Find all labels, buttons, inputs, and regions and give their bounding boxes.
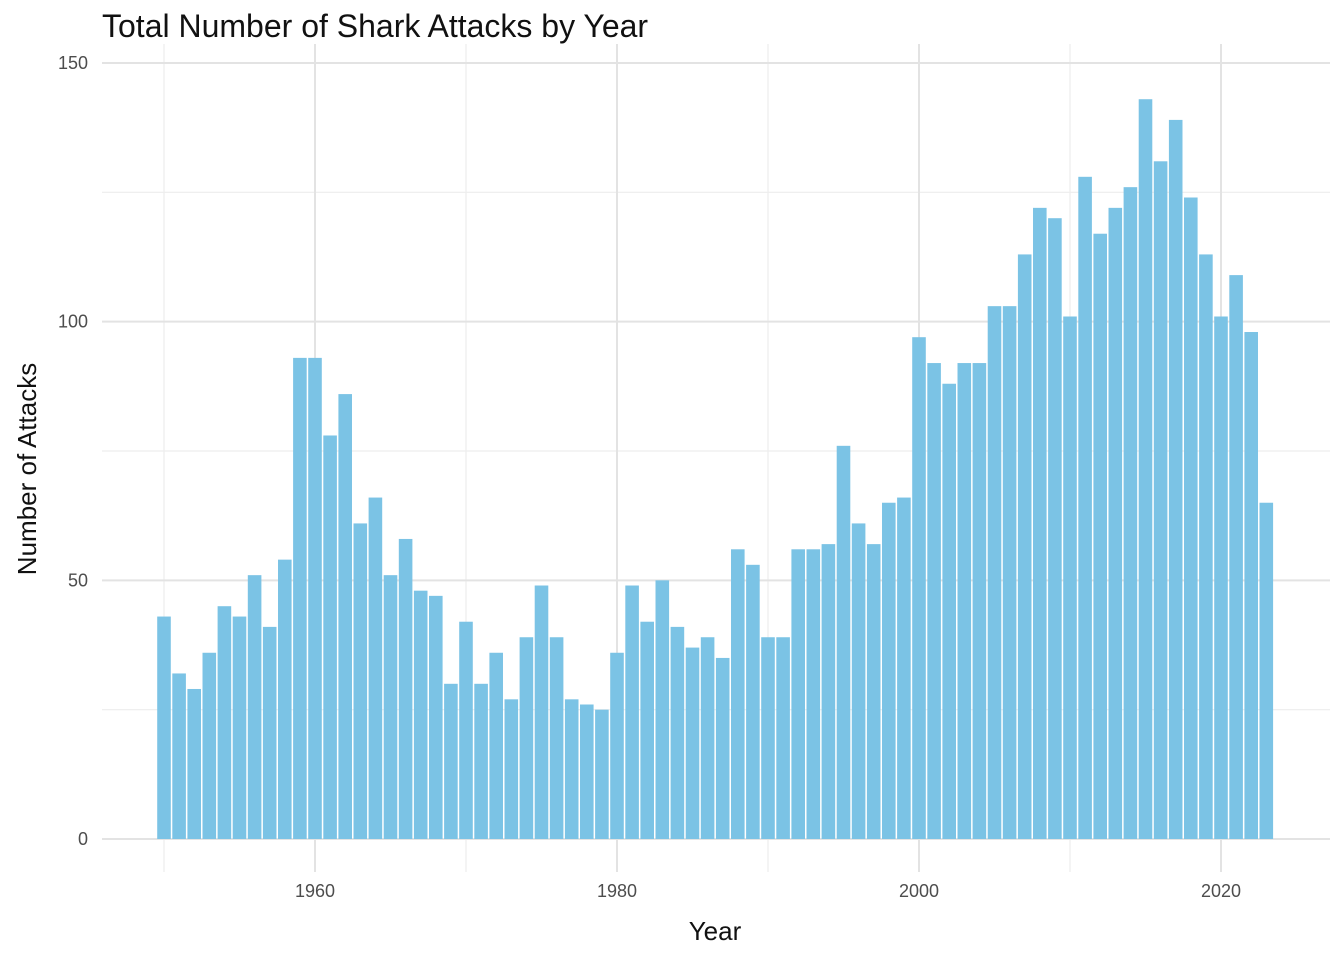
- bar: [413, 590, 428, 839]
- bar: [580, 704, 594, 839]
- bar: [866, 544, 881, 839]
- bar: [504, 699, 519, 839]
- bar: [293, 357, 307, 839]
- bar: [655, 580, 670, 839]
- bar: [715, 657, 730, 839]
- bar: [489, 652, 503, 839]
- bar: [1199, 254, 1213, 839]
- bar: [247, 575, 262, 839]
- x-tick-label: 1960: [295, 881, 335, 901]
- bar: [1017, 254, 1032, 839]
- x-axis-label: Year: [689, 916, 742, 946]
- x-tick-label: 2020: [1201, 881, 1241, 901]
- bar: [625, 585, 639, 839]
- bar: [595, 709, 609, 839]
- bar: [1048, 218, 1062, 839]
- bar: [821, 544, 836, 839]
- bar: [444, 683, 458, 839]
- y-axis-ticks: 0 50 100 150: [58, 53, 88, 849]
- bar: [1078, 176, 1092, 839]
- bar: [429, 595, 443, 839]
- bar: [1259, 502, 1274, 839]
- bar: [987, 306, 1002, 839]
- bar: [398, 538, 413, 839]
- bar: [776, 637, 790, 839]
- bar: [851, 523, 866, 839]
- bar: [338, 394, 352, 839]
- bar: [957, 363, 972, 839]
- bar: [1033, 207, 1047, 839]
- bar: [383, 575, 398, 839]
- bar: [459, 621, 473, 839]
- y-tick-label: 0: [78, 829, 88, 849]
- bar: [1063, 316, 1077, 839]
- bar: [761, 637, 775, 839]
- bar: [187, 688, 201, 839]
- bar: [1108, 207, 1123, 839]
- bar: [1138, 99, 1153, 840]
- y-tick-label: 100: [58, 312, 88, 332]
- bar: [685, 647, 700, 839]
- bar: [972, 363, 987, 839]
- bar: [1093, 233, 1107, 840]
- bar: [610, 652, 624, 839]
- bar: [1244, 332, 1258, 839]
- bar: [308, 357, 322, 839]
- bar: [217, 606, 232, 839]
- bar: [1002, 306, 1017, 839]
- y-tick-label: 50: [68, 570, 88, 590]
- bar: [323, 435, 337, 839]
- bar: [1229, 275, 1243, 839]
- bar: [731, 549, 745, 839]
- bar: [746, 564, 760, 839]
- bar: [157, 616, 171, 839]
- bar: [1123, 187, 1138, 839]
- bar: [1168, 119, 1183, 839]
- bar: [1214, 316, 1228, 839]
- y-axis-label: Number of Attacks: [12, 363, 42, 575]
- bar: [942, 383, 956, 839]
- bar: [232, 616, 247, 839]
- bar: [670, 626, 685, 839]
- bar: [202, 652, 217, 839]
- bar: [791, 549, 805, 839]
- bar: [353, 523, 368, 839]
- bar: [836, 445, 851, 839]
- bar: [564, 699, 579, 839]
- bar: [1153, 161, 1168, 839]
- bar: [262, 626, 277, 839]
- bar: [519, 637, 534, 839]
- bar: [882, 502, 896, 839]
- y-tick-label: 150: [58, 53, 88, 73]
- bars: [157, 99, 1274, 840]
- bar: [1184, 197, 1198, 840]
- x-tick-label: 1980: [597, 881, 637, 901]
- x-axis-ticks: 1960 1980 2000 2020: [295, 881, 1241, 901]
- x-tick-label: 2000: [899, 881, 939, 901]
- bar: [368, 497, 383, 839]
- chart-title: Total Number of Shark Attacks by Year: [102, 8, 649, 44]
- bar: [549, 637, 564, 839]
- bar: [474, 683, 488, 839]
- bar: [806, 549, 821, 839]
- bar: [897, 497, 911, 839]
- bar: [700, 637, 715, 839]
- bar: [912, 337, 926, 839]
- bar: [172, 673, 186, 839]
- bar: [927, 363, 941, 839]
- bar: [278, 559, 292, 839]
- bar: [640, 621, 654, 839]
- bar: [534, 585, 549, 839]
